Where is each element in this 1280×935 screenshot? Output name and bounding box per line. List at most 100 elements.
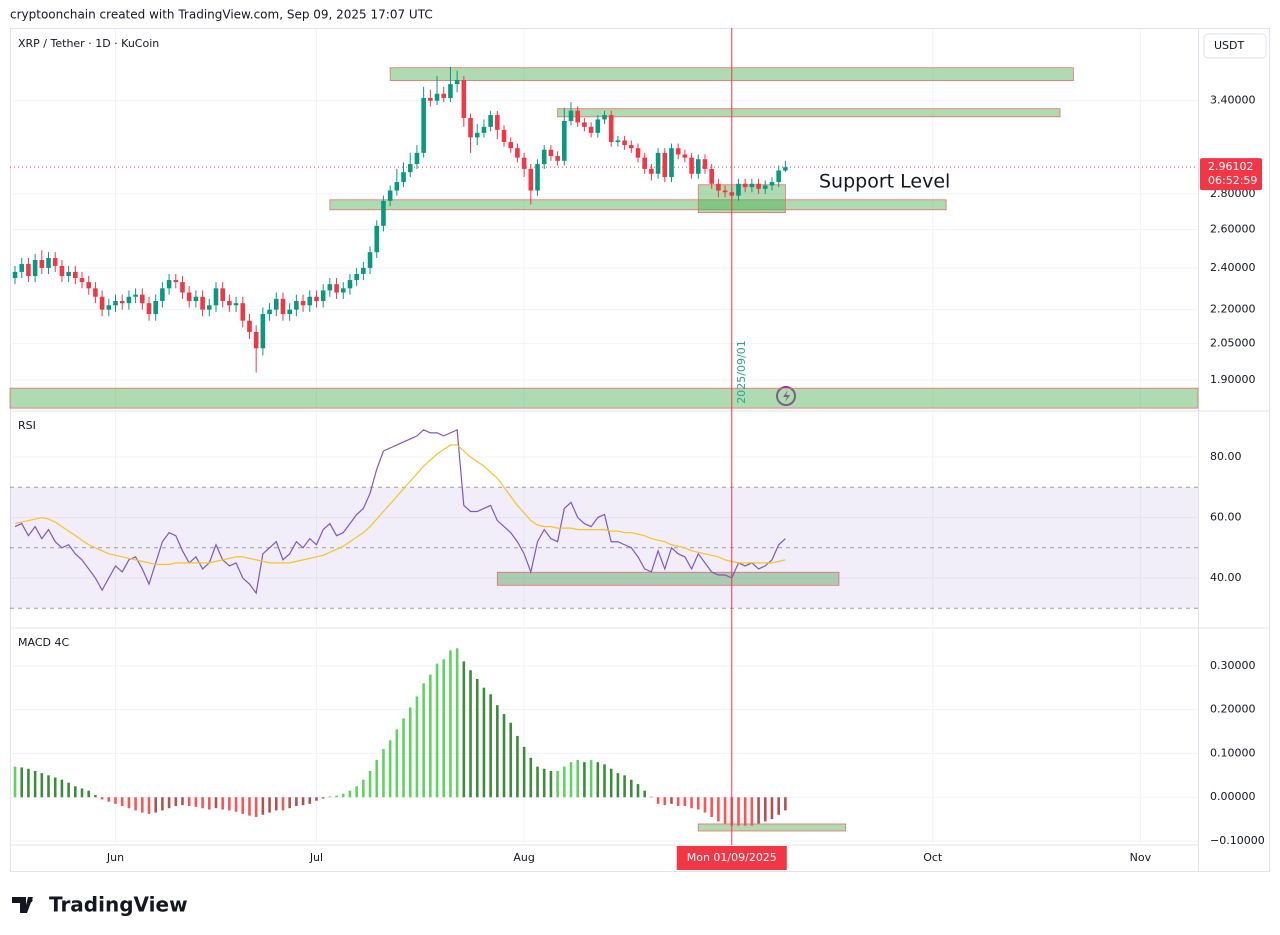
logo: TradingView: [12, 893, 188, 917]
macd-bar: [583, 762, 586, 798]
pane-title: RSI: [18, 419, 36, 432]
candle-body: [689, 157, 694, 174]
candle-body: [86, 282, 92, 289]
currency-box[interactable]: [1203, 33, 1267, 59]
candle-body: [381, 200, 386, 226]
pane-title: XRP / Tether · 1D · KuCoin: [18, 37, 159, 50]
candle-body: [655, 152, 661, 174]
macd-bar: [784, 797, 787, 811]
candle-body: [354, 273, 359, 281]
macd-bar: [295, 797, 298, 807]
alert-icon[interactable]: [776, 386, 796, 406]
macd-bar: [228, 797, 231, 811]
candle-body: [615, 140, 621, 142]
candle-body: [762, 185, 768, 189]
y-tick-label: 2.40000: [1210, 261, 1256, 274]
candle-body: [441, 93, 447, 98]
x-tick-label: Jun: [106, 851, 124, 864]
candle-body: [716, 183, 721, 191]
macd-bar: [496, 705, 499, 798]
macd-bar: [542, 768, 546, 798]
x-tick-label: Jul: [309, 851, 323, 864]
macd-bar: [435, 663, 439, 798]
macd-bar: [147, 797, 151, 814]
candle-body: [387, 190, 393, 201]
candle-body: [180, 282, 185, 293]
y-tick-label: 80.00: [1210, 450, 1242, 463]
candle-body: [555, 156, 560, 161]
candle-body: [649, 168, 654, 174]
candle-body: [273, 298, 279, 310]
candle-body: [139, 294, 145, 304]
candle-body: [294, 301, 299, 310]
macd-bar: [321, 797, 325, 799]
macd-bar: [221, 797, 224, 810]
macd-bar: [107, 797, 111, 802]
macd-bar: [690, 797, 693, 809]
candle-body: [428, 97, 433, 101]
macd-bar: [53, 777, 57, 798]
date-marker-label: Mon 01/09/2025: [687, 851, 777, 864]
currency: USDT: [1214, 39, 1245, 52]
candle-body: [481, 126, 487, 133]
macd-bar: [134, 797, 137, 811]
macd-bar: [509, 722, 513, 798]
candle-body: [253, 332, 259, 349]
macd-bar: [47, 775, 50, 798]
macd-bar: [737, 797, 740, 826]
macd-bar: [743, 797, 747, 826]
candle-body: [769, 182, 775, 186]
candle-body: [501, 129, 507, 142]
candle-body: [749, 183, 755, 188]
macd-bar: [455, 648, 459, 798]
y-tick-label: 3.40000: [1210, 94, 1256, 107]
macd-bar: [569, 762, 573, 798]
y-tick-label: 60.00: [1210, 511, 1242, 524]
candle-body: [541, 149, 547, 165]
last-price-label: 2.96102: [1208, 160, 1254, 173]
macd-bar: [348, 790, 352, 798]
candle-body: [709, 168, 714, 184]
macd-bar: [489, 694, 492, 798]
y-tick-label: 2.80000: [1210, 187, 1256, 200]
y-tick-label: 2.20000: [1210, 303, 1256, 316]
macd-bar: [563, 766, 566, 798]
candle-body: [595, 119, 601, 133]
zone: [329, 199, 947, 211]
pane-title: MACD 4C: [18, 636, 69, 649]
macd-bar: [315, 797, 318, 801]
candle-body: [682, 154, 688, 158]
candle-body: [213, 288, 219, 306]
x-tick-label: Nov: [1130, 851, 1152, 864]
candle-body: [568, 110, 574, 121]
candle-body: [280, 298, 286, 315]
macd-bar: [100, 797, 104, 800]
candle-body: [468, 117, 473, 138]
macd-bar: [589, 760, 593, 798]
candle-body: [448, 84, 453, 98]
candle-body: [548, 149, 554, 157]
macd-bar: [20, 767, 24, 798]
candle-body: [186, 292, 192, 302]
macd-bar: [696, 797, 700, 810]
candle-body: [488, 115, 493, 127]
macd-bar: [254, 797, 258, 817]
x-tick-label: Oct: [923, 851, 943, 864]
candle-body: [662, 152, 668, 178]
candle-body: [394, 182, 400, 191]
candle-body: [113, 301, 118, 306]
candle-body: [575, 110, 581, 123]
macd-bar: [187, 797, 191, 807]
candle-body: [146, 303, 152, 315]
candle-body: [240, 303, 246, 321]
macd-bar: [596, 762, 600, 798]
macd-bar: [656, 797, 660, 804]
macd-bar: [462, 661, 466, 798]
last-price-box: [1200, 158, 1262, 191]
candle-body: [93, 288, 98, 297]
candle-body: [776, 170, 781, 183]
candle-body: [361, 267, 366, 274]
candle-body: [173, 280, 179, 283]
macd-bar: [140, 797, 144, 813]
macd-bar: [268, 797, 271, 813]
